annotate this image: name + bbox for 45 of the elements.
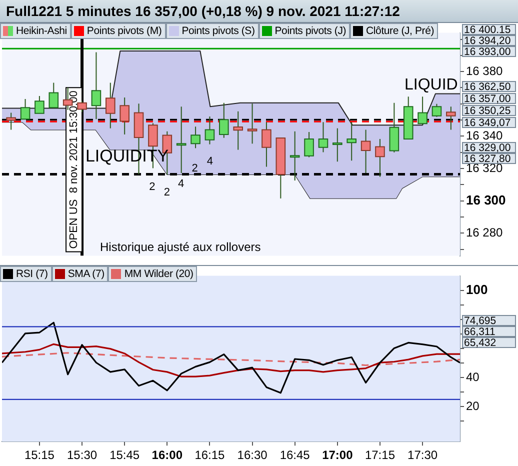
text: 16 394,20 <box>464 34 511 47</box>
annotation: 2 <box>164 186 170 198</box>
text: 16 357,00 <box>464 92 511 105</box>
y-tick-label: 16 380 <box>466 64 504 78</box>
text: 16 350,25 <box>464 104 511 117</box>
x-tick-label: 17:15 <box>364 448 396 462</box>
y-tick-label: 16 300 <box>466 192 506 208</box>
legend-label: RSI (7) <box>16 268 48 280</box>
text: 16 329,00 <box>464 142 511 154</box>
annotation: 4 <box>206 155 213 168</box>
y-tick-label: 16 280 <box>466 225 504 240</box>
x-tick-label: 16:15 <box>194 448 226 462</box>
legend-label: SMA (7) <box>68 268 104 280</box>
x-tick-label: 15:30 <box>67 448 98 462</box>
x-tick-label: 16:45 <box>280 448 310 462</box>
y-tick-label: 100 <box>466 282 488 297</box>
annotation: Historique ajusté aux rollovers <box>100 240 261 254</box>
legend-label: Points pivots (J) <box>274 25 346 37</box>
text: 66,311 <box>464 326 496 338</box>
text: 65,432 <box>464 336 496 349</box>
y-tick-label: 20 <box>466 399 480 414</box>
text: 16 400.15 <box>464 24 511 36</box>
legend-label: Heikin-Ashi <box>16 25 67 37</box>
annotation: 2 <box>149 180 156 193</box>
y-tick-label: 40 <box>466 370 480 384</box>
x-tick-label: 16:30 <box>237 448 268 462</box>
legend-label: Points pivots (M) <box>86 25 162 37</box>
line-series <box>2 352 460 366</box>
text: 16 362,50 <box>464 80 511 93</box>
x-tick-label: 15:15 <box>24 448 55 462</box>
x-tick-label: 17:00 <box>322 448 354 462</box>
annotation: LIQUID <box>404 76 458 94</box>
text: 16 349,07 <box>464 116 511 129</box>
x-tick-label: 15:45 <box>110 448 140 462</box>
annotation: 2 <box>192 162 198 175</box>
x-tick-label: 17:30 <box>408 448 438 462</box>
text: 16 393,00 <box>464 46 511 58</box>
annotation: 4 <box>178 178 184 190</box>
legend-label: Points pivots (S) <box>182 25 255 37</box>
chart-title: Full1221 5 minutes 16 357,00 (+0,18 %) 9 nov. 2021 11:27:12 <box>0 0 518 22</box>
legend-label: Clôture (J, Pré) <box>366 25 434 37</box>
x-tick-label: 16:00 <box>152 448 183 462</box>
legend-label: MM Wilder (20) <box>124 268 194 280</box>
y-tick-label: 16 340 <box>466 128 504 143</box>
text: 74,695 <box>464 314 496 327</box>
